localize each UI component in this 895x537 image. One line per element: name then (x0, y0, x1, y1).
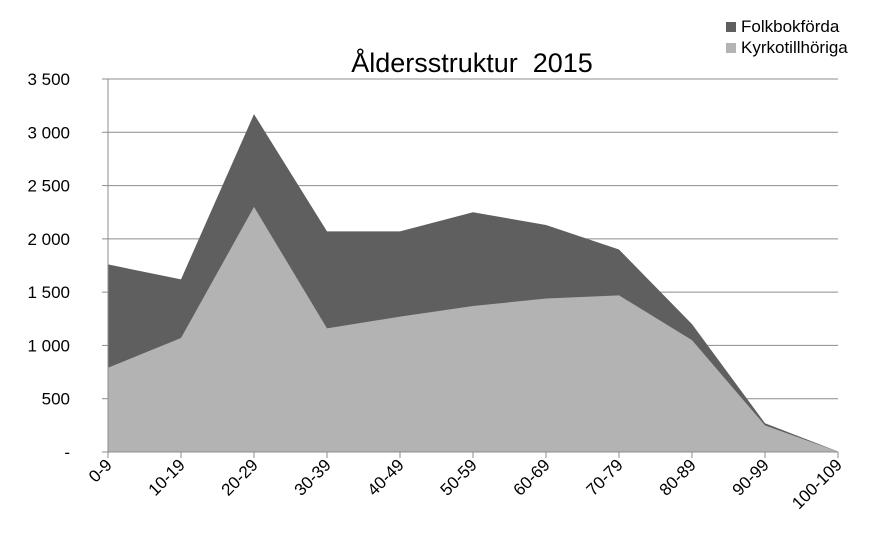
legend-label: Kyrkotillhöriga (741, 38, 848, 57)
legend-swatch (726, 22, 736, 32)
y-tick-label: 2 000 (27, 230, 70, 249)
x-tick-label: 80-89 (656, 455, 700, 499)
series-areas (107, 114, 839, 452)
legend-label: Folkbokförda (741, 17, 840, 36)
x-tick-label: 70-79 (583, 455, 627, 499)
x-tick-label: 30-39 (291, 455, 335, 499)
y-tick-label: 1 000 (27, 336, 70, 355)
y-tick-label: 3 000 (27, 123, 70, 142)
legend: Folkbokförda Kyrkotillhöriga (726, 17, 848, 57)
x-tick-label: 20-29 (218, 455, 262, 499)
x-tick-label: 40-49 (364, 455, 408, 499)
x-tick-label: 90-99 (729, 455, 773, 499)
y-tick-label: 2 500 (27, 177, 70, 196)
x-tick-label: 0-9 (85, 455, 116, 486)
y-axis-ticks: - 500 1 000 1 500 2 000 2 500 3 000 3 500 (27, 70, 108, 462)
chart-title: Åldersstruktur 2015 (351, 47, 593, 78)
x-tick-label: 10-19 (145, 455, 189, 499)
x-tick-label: 60-69 (510, 455, 554, 499)
y-tick-label: - (64, 443, 70, 462)
x-tick-label: 100-109 (788, 455, 846, 513)
x-axis-ticks: 0-9 10-19 20-29 30-39 40-49 50-59 60-69 70-79 80… (85, 452, 846, 513)
y-tick-label: 3 500 (27, 70, 70, 89)
y-tick-label: 500 (42, 390, 70, 409)
series-area-1 (108, 206, 838, 452)
legend-swatch (726, 43, 736, 53)
y-tick-label: 1 500 (27, 283, 70, 302)
x-tick-label: 50-59 (437, 455, 481, 499)
